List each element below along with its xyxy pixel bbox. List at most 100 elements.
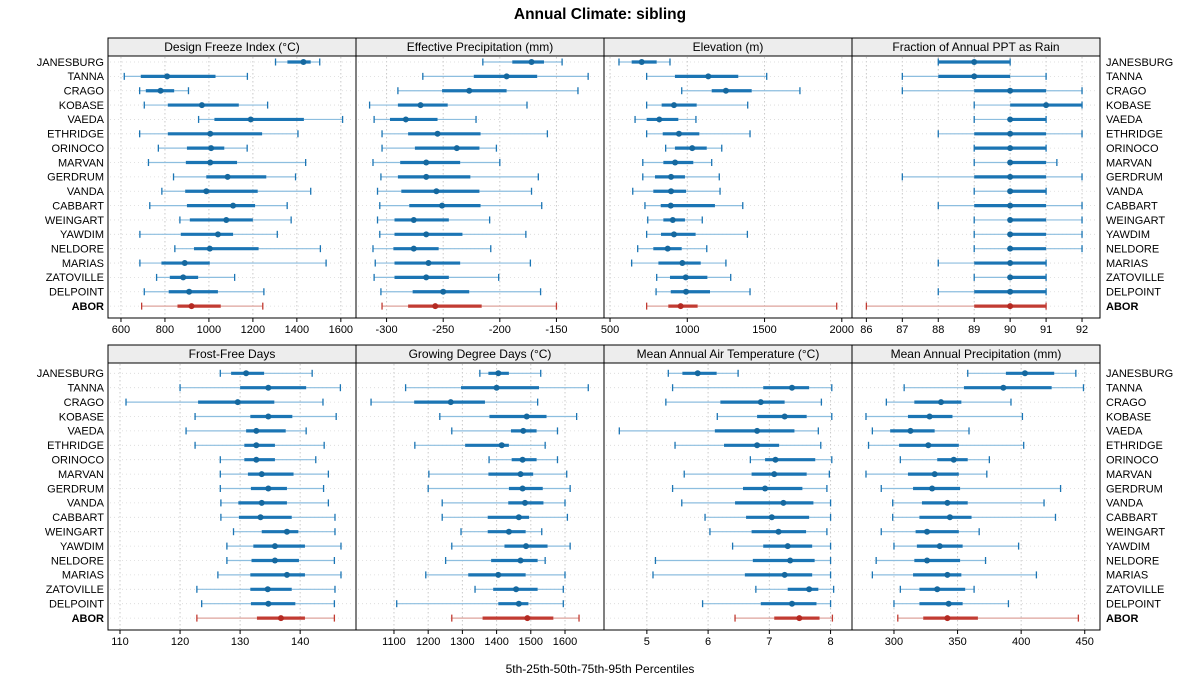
x-tick-label: 86 bbox=[860, 324, 872, 336]
percentile-bar-abor bbox=[734, 614, 834, 622]
median-dot bbox=[944, 571, 951, 578]
percentile-bar-kobase bbox=[143, 101, 269, 109]
station-label-left-zatoville: ZATOVILLE bbox=[46, 272, 104, 284]
median-dot bbox=[788, 384, 795, 391]
median-dot bbox=[523, 413, 530, 420]
median-dot bbox=[206, 245, 213, 252]
x-tick-label: 87 bbox=[896, 324, 908, 336]
station-label-right-delpoint: DELPOINT bbox=[1106, 599, 1161, 611]
x-tick-label: 400 bbox=[1012, 636, 1030, 648]
median-dot bbox=[439, 202, 446, 209]
median-dot bbox=[523, 543, 530, 550]
percentile-bar-cabbart bbox=[379, 202, 543, 210]
panel-plot-area bbox=[355, 55, 605, 319]
x-tick-label: 1500 bbox=[752, 324, 776, 336]
median-dot bbox=[517, 557, 524, 564]
median-dot bbox=[796, 615, 803, 622]
station-label-left-yawdim: YAWDIM bbox=[60, 229, 104, 241]
median-dot bbox=[1043, 102, 1050, 109]
median-dot bbox=[944, 615, 951, 622]
median-dot bbox=[1007, 288, 1014, 295]
median-dot bbox=[1000, 384, 1007, 391]
percentile-bar-neldore bbox=[174, 245, 322, 253]
station-label-right-tanna: TANNA bbox=[1106, 383, 1143, 395]
station-label-left-vaeda: VAEDA bbox=[68, 114, 105, 126]
percentile-bar-abor bbox=[645, 302, 838, 310]
percentile-bar-cabbart bbox=[704, 513, 832, 521]
percentile-bar-kobase bbox=[439, 413, 578, 420]
percentile-bar-vaeda bbox=[618, 427, 819, 435]
station-label-right-gerdrum: GERDRUM bbox=[1106, 172, 1163, 184]
station-label-right-marvan: MARVAN bbox=[1106, 157, 1152, 169]
x-tick-label: -300 bbox=[376, 324, 398, 336]
station-label-left-vaeda: VAEDA bbox=[68, 426, 105, 438]
median-dot bbox=[188, 303, 195, 310]
median-dot bbox=[934, 586, 941, 593]
median-dot bbox=[683, 288, 690, 295]
median-dot bbox=[931, 471, 938, 478]
median-dot bbox=[495, 571, 502, 578]
percentile-bar-gerdrum bbox=[671, 485, 828, 492]
panel-header-label: Growing Degree Days (°C) bbox=[409, 347, 552, 361]
percentile-bar-weingart bbox=[973, 216, 1083, 224]
median-dot bbox=[271, 543, 278, 550]
x-tick-label: 110 bbox=[111, 636, 129, 648]
median-dot bbox=[1007, 216, 1014, 223]
median-dot bbox=[679, 260, 686, 267]
x-tick-label: 350 bbox=[948, 636, 966, 648]
panel-plot-area bbox=[107, 55, 357, 319]
median-dot bbox=[265, 413, 272, 420]
median-dot bbox=[1007, 274, 1014, 281]
percentile-bar-weingart bbox=[232, 528, 336, 536]
x-tick-label: 600 bbox=[112, 324, 130, 336]
station-label-right-gerdrum: GERDRUM bbox=[1106, 483, 1163, 495]
panel-growing-degree-days-c: 1100 1200 1300 1400 1500 1600 Growing Degree D… bbox=[355, 344, 605, 648]
x-tick-label: 7 bbox=[766, 636, 772, 648]
median-dot bbox=[517, 471, 524, 478]
panel-header bbox=[851, 344, 1101, 364]
station-label-left-gerdrum: GERDRUM bbox=[47, 483, 104, 495]
x-tick-label: 1200 bbox=[416, 636, 440, 648]
median-dot bbox=[423, 173, 430, 180]
median-dot bbox=[768, 514, 775, 521]
station-label-left-yawdim: YAWDIM bbox=[60, 541, 104, 553]
percentile-bar-zatoville bbox=[155, 273, 236, 281]
median-dot bbox=[265, 600, 272, 607]
percentile-bar-delpoint bbox=[143, 288, 265, 296]
median-dot bbox=[784, 543, 791, 550]
median-dot bbox=[432, 303, 439, 310]
panel-plot-area bbox=[107, 362, 357, 631]
percentile-bar-gerdrum bbox=[380, 173, 539, 181]
median-dot bbox=[528, 59, 535, 65]
station-label-right-ethridge: ETHRIDGE bbox=[1106, 440, 1163, 452]
station-label-right-zatoville: ZATOVILLE bbox=[1106, 272, 1164, 284]
station-label-left-abor: ABOR bbox=[72, 301, 104, 313]
panel-design-freeze-index-c: 600 800 1000 1200 1400 1600 Design Freeze Inde… bbox=[107, 37, 357, 336]
percentile-bar-crago bbox=[397, 87, 579, 95]
percentile-bar-marias bbox=[139, 259, 327, 267]
median-dot bbox=[257, 514, 264, 521]
median-dot bbox=[410, 245, 417, 252]
median-dot bbox=[447, 399, 454, 406]
median-dot bbox=[938, 399, 945, 406]
median-dot bbox=[670, 231, 677, 238]
station-label-left-kobase: KOBASE bbox=[59, 411, 104, 423]
median-dot bbox=[1007, 145, 1014, 152]
percentile-bar-crago bbox=[139, 87, 190, 95]
percentile-bar-vanda bbox=[441, 499, 566, 507]
station-label-left-ethridge: ETHRIDGE bbox=[47, 129, 104, 141]
percentile-bar-zatoville bbox=[755, 585, 835, 593]
percentile-bar-neldore bbox=[226, 557, 336, 564]
median-dot bbox=[520, 427, 527, 434]
percentile-bar-abor bbox=[897, 614, 1080, 622]
median-dot bbox=[243, 370, 250, 377]
median-dot bbox=[515, 514, 522, 521]
median-dot bbox=[283, 528, 290, 535]
percentile-bar-cabbart bbox=[149, 202, 288, 210]
percentile-bar-tanna bbox=[901, 72, 1047, 80]
x-tick-label: 91 bbox=[1040, 324, 1052, 336]
median-dot bbox=[780, 499, 787, 506]
median-dot bbox=[1021, 370, 1028, 377]
panel-header bbox=[851, 37, 1101, 57]
median-dot bbox=[521, 499, 528, 506]
